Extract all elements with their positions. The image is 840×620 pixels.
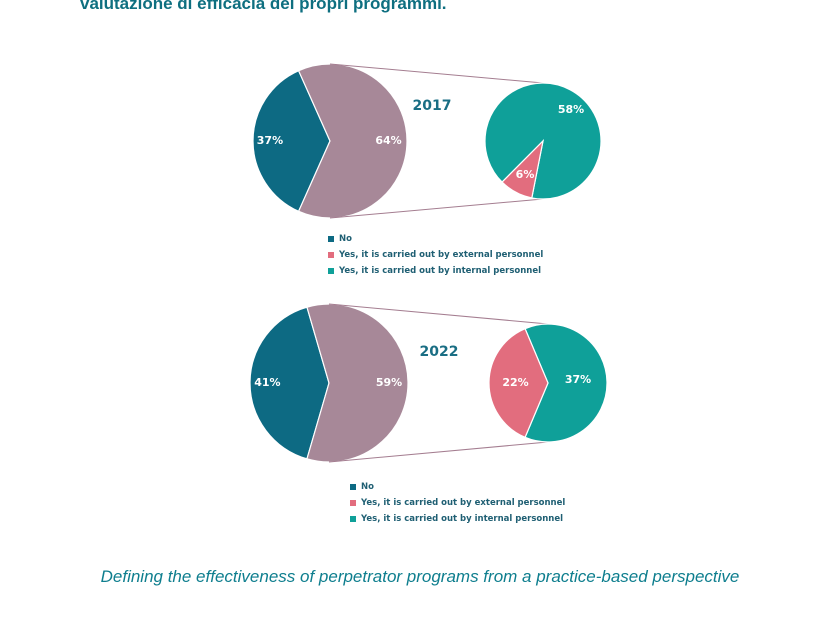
- data-label-external: 6%: [516, 168, 535, 181]
- legend-item: No: [350, 479, 565, 495]
- legend-label: No: [361, 482, 374, 492]
- pie-slice-external: [488, 327, 549, 439]
- figure-caption: Defining the effectiveness of perpetrato…: [100, 567, 740, 586]
- page-heading: valutazione di efficacia dei propri prog…: [80, 0, 447, 13]
- legend-label: Yes, it is carried out by external perso…: [339, 250, 544, 260]
- chart-year-title: 2017: [413, 98, 452, 114]
- legend-swatch: [328, 236, 334, 242]
- legend-swatch: [350, 500, 356, 506]
- chart-2022: 41% 59% 37% 22% 2022: [249, 303, 608, 463]
- chart-year-title: 2022: [420, 344, 459, 360]
- legend-item: Yes, it is carried out by internal perso…: [328, 263, 543, 279]
- data-label-yes: 59%: [376, 376, 402, 389]
- legend-item: Yes, it is carried out by external perso…: [328, 247, 543, 263]
- data-label-no: 41%: [254, 376, 280, 389]
- connector-line-top: [329, 63, 544, 84]
- legend-item: No: [328, 231, 543, 247]
- data-label-yes: 64%: [375, 134, 401, 147]
- legend-label: Yes, it is carried out by internal perso…: [339, 266, 541, 276]
- chart-2017-legend: No Yes, it is carried out by external per…: [328, 231, 543, 279]
- chart-2017: 37% 64% 58% 6% 2017: [252, 63, 602, 219]
- pie-slice-no: [252, 69, 331, 213]
- legend-label: No: [339, 234, 352, 244]
- legend-swatch: [350, 516, 356, 522]
- legend-swatch: [328, 252, 334, 258]
- data-label-internal: 37%: [565, 373, 591, 386]
- pie-slice-no: [249, 306, 330, 460]
- legend-swatch: [350, 484, 356, 490]
- pie-slice-external: [501, 139, 544, 199]
- legend-item: Yes, it is carried out by external perso…: [350, 495, 565, 511]
- data-label-external: 22%: [502, 376, 528, 389]
- legend-item: Yes, it is carried out by internal perso…: [350, 511, 565, 527]
- pie-slice-internal: [524, 323, 608, 443]
- legend-label: Yes, it is carried out by internal perso…: [361, 514, 563, 524]
- connector-line-top: [328, 303, 549, 325]
- data-label-no: 37%: [257, 134, 283, 147]
- data-label-internal: 58%: [558, 103, 584, 116]
- legend-swatch: [328, 268, 334, 274]
- connector-line-bottom: [328, 441, 549, 463]
- chart-2022-legend: No Yes, it is carried out by external per…: [350, 479, 565, 527]
- legend-label: Yes, it is carried out by external perso…: [361, 498, 566, 508]
- connector-line-bottom: [329, 198, 544, 219]
